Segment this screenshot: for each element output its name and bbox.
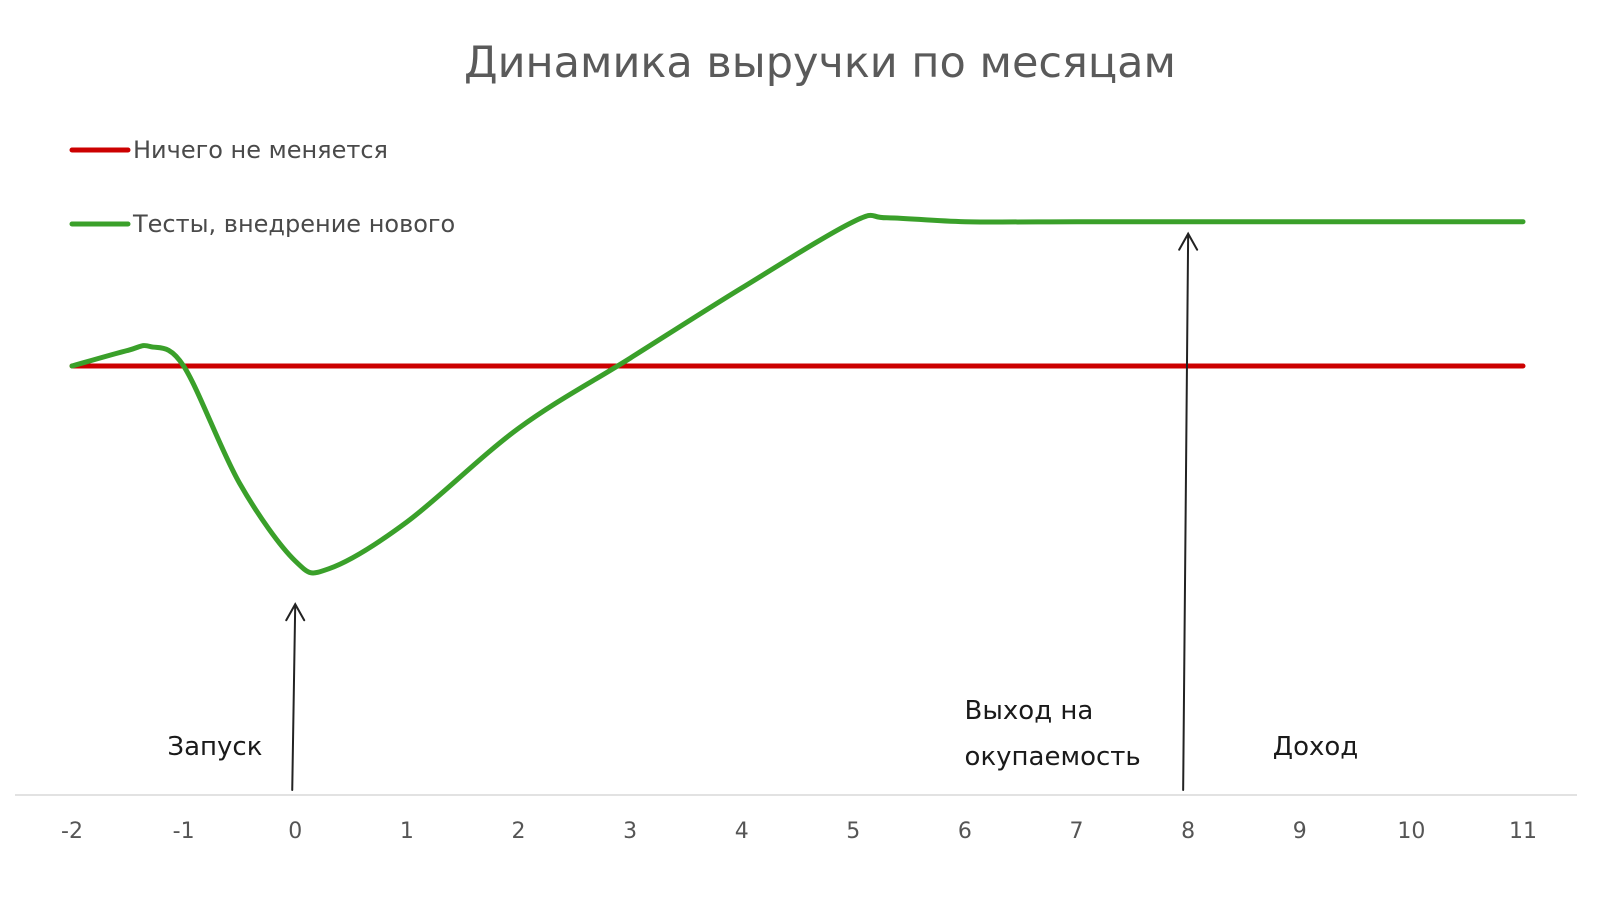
x-axis-ticks: -2 -1 0 1 2 3 4 5 6 7 8 9 10 11 <box>61 819 1537 844</box>
x-tick-label: 11 <box>1509 819 1537 844</box>
series-line-2 <box>69 212 1526 576</box>
annotation-label: окупаемость <box>965 742 1141 772</box>
legend-label: Тесты, внедрение нового <box>132 210 455 238</box>
x-tick-label: 1 <box>400 819 414 844</box>
legend: Ничего не меняется Тесты, внедрение новог… <box>69 136 455 238</box>
annotation-arrow <box>285 602 306 791</box>
x-tick-label: -2 <box>61 819 83 844</box>
chart-title: Динамика выручки по месяцам <box>464 38 1176 88</box>
x-tick-label: 7 <box>1070 819 1084 844</box>
x-tick-label: 8 <box>1181 819 1195 844</box>
annotation-label: Запуск <box>167 732 262 762</box>
x-tick-label: 0 <box>288 819 302 844</box>
x-tick-label: 4 <box>735 819 749 844</box>
legend-label: Ничего не меняется <box>133 136 388 164</box>
annotations: Запуск Выход на окупаемость Доход <box>167 231 1359 791</box>
x-tick-label: -1 <box>173 819 195 844</box>
x-tick-label: 6 <box>958 819 972 844</box>
x-tick-label: 3 <box>623 819 637 844</box>
x-tick-label: 2 <box>511 819 525 844</box>
annotation-label: Выход на <box>965 696 1094 726</box>
annotation-arrow <box>1178 231 1199 791</box>
annotation-label: Доход <box>1273 732 1359 762</box>
x-tick-label: 5 <box>846 819 860 844</box>
x-tick-label: 10 <box>1397 819 1425 844</box>
x-tick-label: 9 <box>1293 819 1307 844</box>
series-group <box>69 212 1526 576</box>
